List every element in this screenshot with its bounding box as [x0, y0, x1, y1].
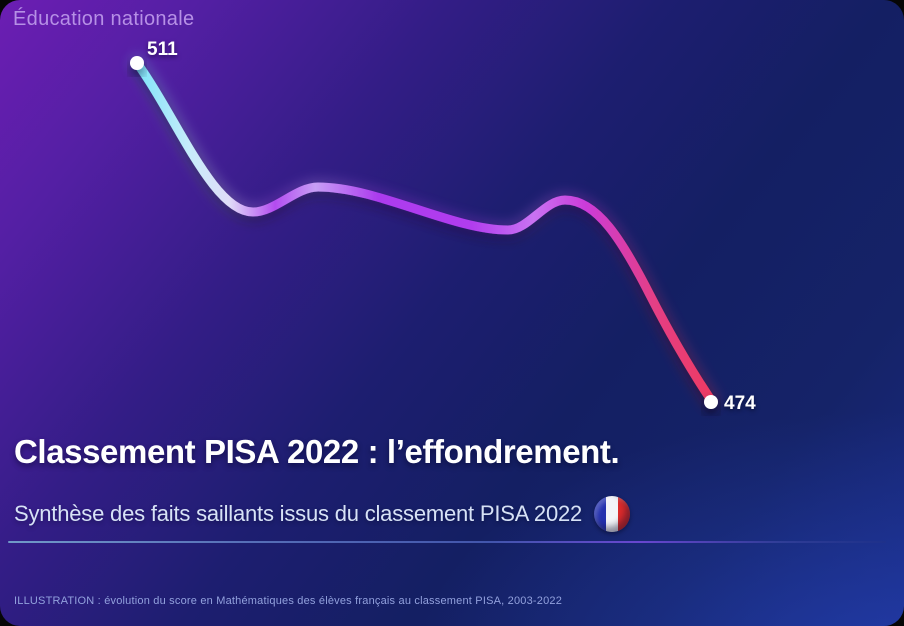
brand-label: Éducation nationale [13, 8, 195, 30]
page-title: Classement PISA 2022 : l’effondrement. [14, 433, 620, 470]
subtitle-row: Synthèse des faits saillants issus du cl… [14, 496, 631, 532]
start-value-label: 511 [147, 39, 178, 60]
end-point-marker [704, 395, 718, 409]
score-line-glow [129, 55, 719, 408]
subtitle-text: Synthèse des faits saillants issus du cl… [14, 501, 583, 526]
end-value-label: 474 [724, 393, 756, 414]
score-line [132, 58, 716, 405]
divider-line [8, 541, 886, 543]
start-point-marker [130, 56, 144, 70]
footer-caption: ILLUSTRATION : évolution du score en Mat… [14, 595, 563, 607]
france-flag-icon [594, 496, 631, 532]
